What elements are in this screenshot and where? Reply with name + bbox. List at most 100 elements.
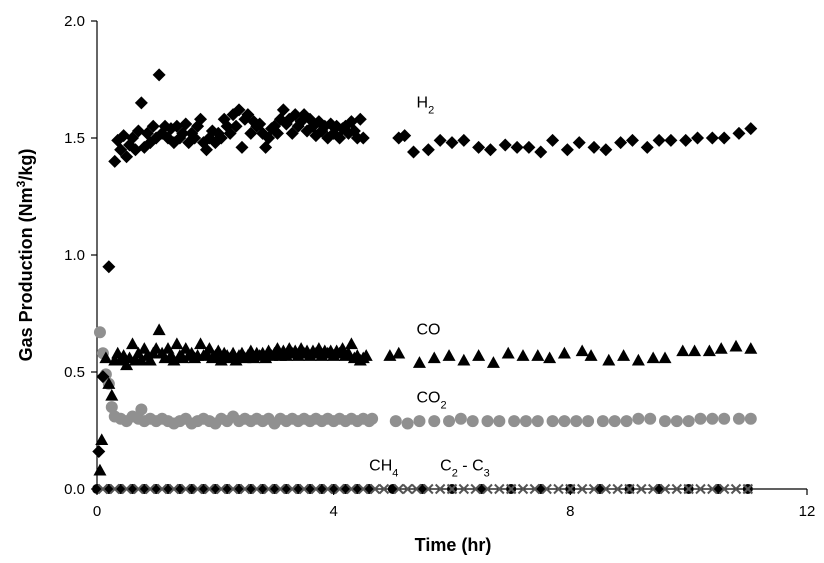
- data-point-c2-c3: [446, 483, 458, 495]
- data-point-co: [501, 346, 515, 359]
- data-point-co: [631, 353, 645, 366]
- data-point-c2-c3: [742, 483, 754, 495]
- data-point-h2: [705, 131, 719, 145]
- data-point-c2-c3: [659, 483, 671, 495]
- series-label-subscript: 4: [392, 467, 398, 479]
- data-point-co2: [558, 415, 571, 428]
- data-point-h2: [235, 140, 249, 154]
- data-point-c2-c3: [133, 483, 144, 495]
- data-point-co: [105, 388, 119, 401]
- data-point-c2-c3: [683, 483, 694, 495]
- data-point-co2: [694, 412, 707, 425]
- x-tick-label: 8: [566, 503, 574, 520]
- series-label-subscript: 2: [428, 105, 434, 117]
- data-point-co: [702, 344, 716, 357]
- data-point-c2-c3: [369, 483, 381, 495]
- data-point-c2-c3: [287, 483, 298, 495]
- data-point-h2: [445, 136, 459, 150]
- data-point-c2-c3: [434, 483, 446, 495]
- series-label-co2: CO2: [417, 389, 447, 411]
- data-point-h2: [199, 143, 213, 157]
- y-axis-title: Gas Production (Nm3/kg): [14, 149, 36, 362]
- data-point-co: [152, 323, 166, 336]
- data-point-c2-c3: [458, 483, 470, 495]
- data-point-co2: [744, 412, 757, 425]
- data-point-co: [120, 358, 134, 371]
- data-point-h2: [599, 143, 613, 157]
- data-point-co2: [732, 412, 745, 425]
- data-point-co2: [401, 417, 414, 430]
- data-point-co: [99, 351, 113, 364]
- data-point-c2-c3: [263, 483, 274, 495]
- data-point-h2: [572, 136, 586, 150]
- data-point-co2: [570, 415, 583, 428]
- data-point-c2-c3: [310, 483, 322, 495]
- y-axis-title-superscript: 3: [14, 180, 28, 187]
- data-point-co: [134, 353, 148, 366]
- data-point-co2: [466, 415, 479, 428]
- data-point-co2: [682, 415, 695, 428]
- data-point-co: [93, 463, 107, 476]
- series-label-co: CO: [417, 322, 441, 339]
- data-point-co: [359, 349, 373, 361]
- data-point-co: [170, 337, 184, 350]
- data-point-co2: [632, 412, 645, 425]
- data-point-c2-c3: [156, 483, 168, 495]
- data-point-co: [344, 337, 358, 350]
- data-point-co: [95, 433, 109, 446]
- data-point-c2-c3: [358, 483, 369, 495]
- data-point-h2: [120, 150, 134, 164]
- x-tick-label: 0: [93, 503, 101, 520]
- data-point-c2-c3: [576, 483, 588, 495]
- data-point-h2: [522, 140, 536, 154]
- data-point-c2-c3: [227, 483, 239, 495]
- data-point-c2-c3: [97, 483, 109, 495]
- axes: 0.0 0.5 1.0 1.5 2.0 0 4 8 12: [64, 13, 815, 520]
- data-point-h2: [353, 112, 367, 126]
- data-point-h2: [510, 140, 524, 154]
- data-point-h2: [270, 126, 284, 140]
- data-point-c2-c3: [553, 483, 564, 495]
- data-point-c2-c3: [346, 483, 357, 495]
- data-point-co: [543, 351, 557, 364]
- data-point-co: [557, 346, 571, 359]
- data-point-co: [341, 346, 355, 359]
- data-point-co2: [706, 412, 719, 425]
- data-point-co: [472, 349, 486, 361]
- data-point-co2: [443, 415, 456, 428]
- data-point-co2: [493, 415, 506, 428]
- data-point-h2: [356, 131, 370, 145]
- y-axis-title-end: /kg): [16, 149, 36, 181]
- data-point-c2-c3: [334, 483, 345, 495]
- data-point-co: [516, 349, 530, 361]
- series-label-main: CO: [417, 322, 441, 339]
- data-point-c2-c3: [180, 483, 191, 495]
- data-point-co2: [644, 412, 657, 425]
- data-point-c2-c3: [730, 483, 742, 495]
- data-point-co2: [135, 403, 148, 416]
- data-point-co2: [508, 415, 521, 428]
- data-point-h2: [732, 126, 746, 140]
- data-point-c2-c3: [588, 483, 600, 495]
- data-point-c2-c3: [600, 483, 612, 495]
- data-point-co: [688, 344, 702, 357]
- data-point-co: [744, 342, 758, 354]
- data-point-co2: [620, 415, 633, 428]
- data-point-h2: [179, 117, 193, 131]
- data-point-c2-c3: [239, 483, 251, 495]
- data-point-c2-c3: [624, 483, 635, 495]
- data-point-co: [531, 349, 545, 361]
- data-point-h2: [679, 133, 693, 147]
- y-tick-label: 0.5: [64, 364, 85, 381]
- data-point-co: [486, 356, 500, 368]
- data-point-co: [202, 342, 216, 354]
- data-point-h2: [324, 117, 338, 131]
- data-point-h2: [744, 122, 758, 136]
- data-point-h2: [152, 68, 166, 82]
- data-point-c2-c3: [411, 483, 422, 495]
- data-point-c2-c3: [482, 483, 493, 495]
- data-point-c2-c3: [647, 483, 659, 495]
- data-point-co: [646, 351, 660, 364]
- data-point-h2: [194, 112, 208, 126]
- data-point-h2: [625, 133, 639, 147]
